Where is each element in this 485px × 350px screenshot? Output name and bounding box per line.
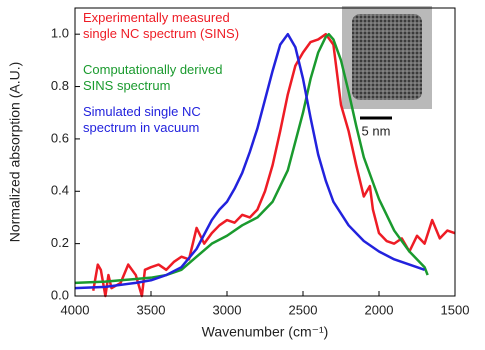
y-axis-label: Normalized absorption (A.U.): [7, 62, 23, 243]
inset-scale-label: 5 nm: [362, 123, 391, 138]
legend-entry: Computationally derived SINS spectrum: [83, 62, 222, 94]
y-tick-label: 0.2: [51, 235, 69, 250]
y-tick-label: 0.0: [51, 287, 69, 302]
y-tick-label: 0.8: [51, 78, 69, 93]
x-tick-label: 1500: [441, 302, 470, 317]
x-tick-label: 3500: [137, 302, 166, 317]
legend-entry: Simulated single NC spectrum in vacuum: [83, 104, 201, 136]
chart: 5 nm Wavenumber (cm⁻¹) Normalized absorp…: [0, 0, 485, 350]
legend-entry: Experimentally measured single NC spectr…: [83, 10, 239, 42]
y-tick-label: 0.6: [51, 130, 69, 145]
inset: [342, 6, 432, 118]
x-tick-label: 3000: [213, 302, 242, 317]
x-axis-label: Wavenumber (cm⁻¹): [202, 324, 329, 340]
y-tick-label: 0.4: [51, 183, 69, 198]
x-tick-label: 2500: [289, 302, 318, 317]
x-tick-label: 2000: [365, 302, 394, 317]
y-tick-label: 1.0: [51, 26, 69, 41]
plot: 5 nm Wavenumber (cm⁻¹) Normalized absorp…: [0, 0, 485, 350]
x-tick-label: 4000: [61, 302, 90, 317]
